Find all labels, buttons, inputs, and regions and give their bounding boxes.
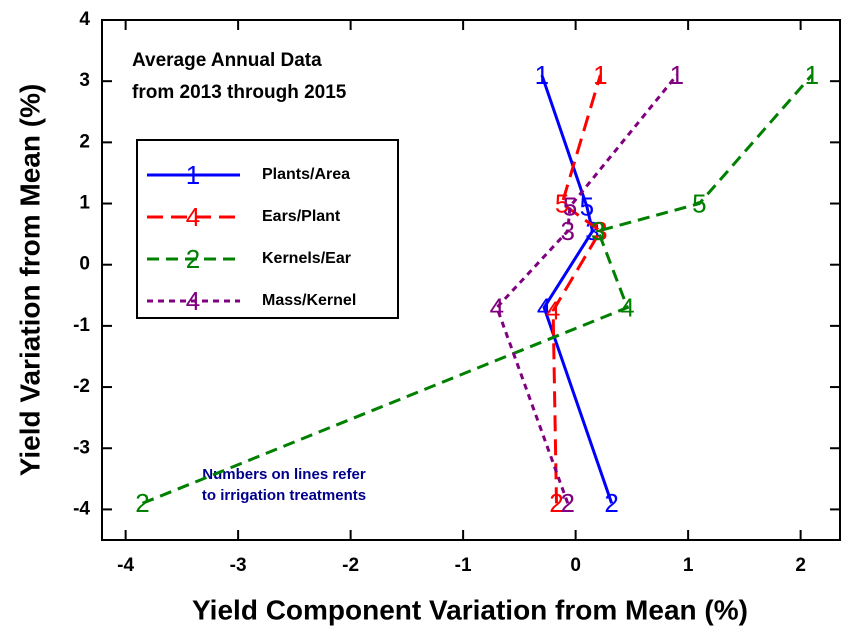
x-tick-label: 1 — [683, 555, 694, 576]
point-marker: 2 — [549, 488, 563, 518]
legend-box — [136, 139, 399, 319]
legend-label: Ears/Plant — [262, 208, 341, 225]
y-tick-label: 1 — [79, 193, 90, 214]
legend-marker: 1 — [186, 160, 200, 190]
annotation: Average Annual Data — [132, 50, 322, 71]
legend-label: Kernels/Ear — [262, 250, 351, 267]
point-marker: 5 — [563, 191, 577, 221]
legend-marker: 4 — [186, 286, 200, 316]
y-tick-label: 3 — [79, 70, 90, 91]
legend-label: Mass/Kernel — [262, 292, 356, 309]
x-tick-label: -4 — [117, 555, 134, 576]
series-line — [141, 74, 814, 505]
point-marker: 1 — [670, 60, 684, 90]
annotation: Numbers on lines refer — [202, 466, 366, 483]
y-tick-label: -4 — [73, 498, 90, 519]
x-axis-label: Yield Component Variation from Mean (%) — [192, 594, 748, 625]
point-marker: 2 — [604, 488, 618, 518]
legend-marker: 4 — [186, 202, 200, 232]
y-tick-label: 0 — [79, 254, 90, 275]
point-marker: 3 — [593, 216, 607, 246]
legend-label: Plants/Area — [262, 166, 350, 183]
point-marker: 3 — [591, 216, 605, 246]
x-tick-label: -1 — [455, 555, 472, 576]
point-marker: 1 — [535, 60, 549, 90]
y-tick-label: 4 — [79, 9, 90, 30]
point-marker: 4 — [490, 292, 504, 322]
annotation: to irrigation treatments — [202, 487, 366, 504]
y-tick-label: -2 — [73, 376, 90, 397]
x-tick-label: 2 — [795, 555, 806, 576]
point-marker: 2 — [561, 488, 575, 518]
point-marker: 4 — [620, 292, 634, 322]
legend-marker: 2 — [186, 244, 200, 274]
x-tick-label: -3 — [230, 555, 247, 576]
y-tick-label: -3 — [73, 437, 90, 458]
point-marker: 3 — [561, 216, 575, 246]
point-marker: 5 — [555, 188, 569, 218]
annotation: from 2013 through 2015 — [132, 82, 347, 103]
point-marker: 4 — [537, 292, 551, 322]
point-marker: 5 — [692, 188, 706, 218]
series-line — [540, 74, 614, 504]
series-line — [495, 74, 679, 504]
point-marker: 1 — [593, 60, 607, 90]
point-marker: 4 — [546, 295, 560, 325]
point-marker: 5 — [580, 191, 594, 221]
y-tick-label: 2 — [79, 131, 90, 152]
point-marker: 2 — [135, 488, 149, 518]
y-tick-label: -1 — [73, 315, 90, 336]
series-line — [551, 74, 603, 504]
x-tick-label: 0 — [570, 555, 581, 576]
y-axis-label: Yield Variation from Mean (%) — [14, 84, 45, 477]
point-marker: 1 — [805, 60, 819, 90]
plot-frame — [101, 19, 841, 541]
x-tick-label: -2 — [342, 555, 359, 576]
